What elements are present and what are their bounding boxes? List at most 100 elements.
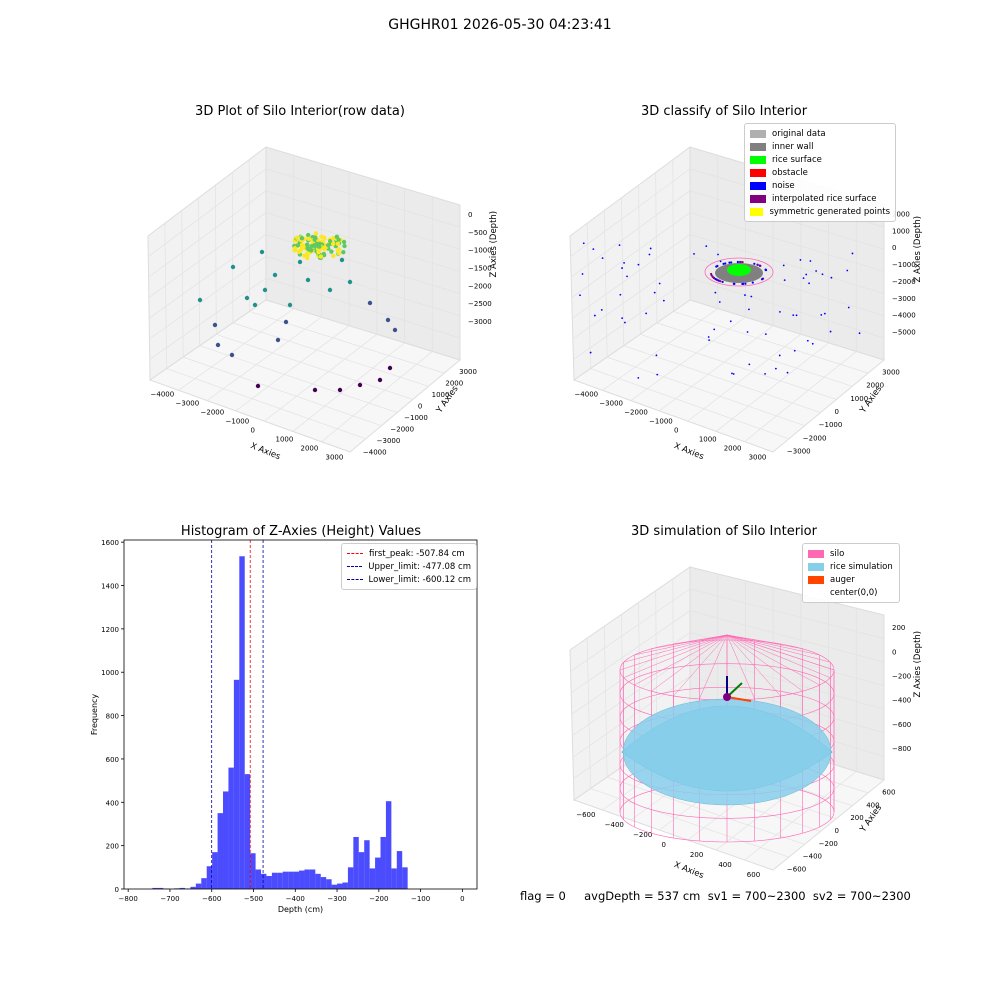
classified-point [716, 264, 719, 268]
noise-point [658, 282, 661, 285]
scatter-point [305, 255, 310, 261]
panel4-z-tick: −200 [892, 672, 911, 680]
grid-line [148, 234, 267, 319]
silo-roof-wire [726, 634, 831, 678]
panel2-z-tick: −2000 [892, 278, 916, 286]
panel2-x-tick: 2000 [724, 445, 742, 453]
legend-swatch [750, 129, 766, 138]
histogram-bar [380, 836, 386, 889]
classified-point [756, 263, 759, 266]
scatter-point [294, 235, 300, 240]
panel4-x-tick: 600 [747, 871, 760, 879]
histogram-bar [261, 873, 267, 889]
legend-entry: rice simulation [808, 560, 894, 573]
scatter-point [244, 295, 250, 301]
scatter-point [334, 234, 340, 239]
silo-roof-wire [673, 634, 728, 697]
legend-label: symmetric generated points [769, 206, 890, 217]
silo-outline [704, 257, 774, 287]
histogram-bar [337, 883, 343, 889]
grid-line [570, 168, 691, 257]
histogram-bar [369, 868, 376, 889]
noise-point [779, 310, 781, 313]
histogram-bar [244, 774, 251, 889]
histogram-bar [266, 875, 272, 889]
grid-line [572, 234, 691, 319]
scatter-point [262, 287, 268, 293]
panel1-y-tick: 1000 [432, 391, 450, 399]
histogram-y-tick: 400 [106, 799, 119, 807]
grid-line [321, 351, 433, 442]
grid-line [181, 210, 184, 358]
legend-entry: inner wall [750, 140, 890, 153]
grid-line [715, 342, 829, 432]
histogram-bar [217, 813, 224, 889]
panel4-y-tick: 400 [866, 801, 879, 809]
histogram-bar [282, 871, 289, 889]
grid-line [292, 342, 405, 432]
status-footer: flag = 0 avgDepth = 537 cm sv1 = 700~230… [520, 889, 911, 903]
panel1-y-tick: 2000 [445, 379, 463, 387]
grid-line [655, 172, 658, 323]
noise-point [782, 264, 785, 267]
scatter-point [337, 387, 343, 393]
noise-point [714, 291, 717, 294]
scatter-point [306, 236, 311, 242]
noise-point [750, 295, 753, 298]
scatter-point [259, 249, 265, 255]
histogram-y-tick: 600 [106, 756, 119, 764]
panel1-point-cloud [197, 231, 398, 393]
legend-swatch [750, 155, 766, 164]
panel4-z-tick: −800 [892, 745, 911, 753]
histogram-bar [396, 851, 403, 889]
silo-roof-wire [726, 634, 835, 671]
classified-point [724, 262, 727, 265]
grid-line [689, 212, 885, 272]
panel1-z-tick: −1500 [468, 265, 492, 273]
silo-roof-wire [726, 634, 831, 663]
noise-point [823, 312, 826, 315]
histogram-bar [402, 867, 408, 889]
noise-point [713, 328, 716, 331]
legend-swatch [808, 562, 824, 571]
panel4-x-label: X Axies [672, 860, 705, 881]
scatter-point [327, 287, 333, 293]
histogram-x-tick: −400 [286, 895, 305, 903]
histogram-legend: first_peak: -507.84 cm Upper_limit: -477.… [341, 543, 477, 590]
panel1-y-tick: 3000 [459, 368, 477, 376]
classified-point [741, 260, 744, 264]
panel1-z-label: Z Axies (Depth) [489, 211, 499, 278]
scatter-point [272, 272, 278, 278]
scatter-point [392, 327, 398, 333]
noise-point [662, 299, 665, 302]
grid-line [148, 212, 267, 298]
classified-point [753, 262, 756, 265]
grid-line [215, 185, 217, 335]
grid-line [630, 316, 746, 401]
classified-point [719, 280, 722, 283]
grid-line [149, 256, 267, 340]
classified-point [709, 272, 713, 276]
scatter-point [309, 248, 314, 253]
panel1-z-tick: −2500 [468, 300, 492, 308]
grid-line [672, 159, 674, 312]
panel4-y-tick: −600 [787, 866, 806, 874]
noise-point [707, 336, 710, 338]
scatter-point [309, 244, 314, 249]
panel1-y-tick: −1000 [404, 414, 428, 422]
panel1-x-tick: −1000 [226, 418, 250, 426]
legend-entry: noise [750, 179, 890, 192]
grid-line [603, 210, 608, 358]
noise-point [815, 270, 818, 272]
grid-line [570, 190, 691, 278]
silo-roof-wire [726, 634, 781, 697]
grid-line [607, 776, 805, 845]
grid-line [673, 311, 869, 374]
grid-line [621, 197, 625, 346]
panel1-z-tick: 0 [468, 211, 472, 219]
panel4-z-tick: 200 [892, 624, 905, 632]
noise-point [821, 273, 824, 276]
histogram-bar [255, 869, 262, 889]
panel1-y-label: Y Axies [434, 384, 461, 416]
noise-point [593, 314, 596, 317]
